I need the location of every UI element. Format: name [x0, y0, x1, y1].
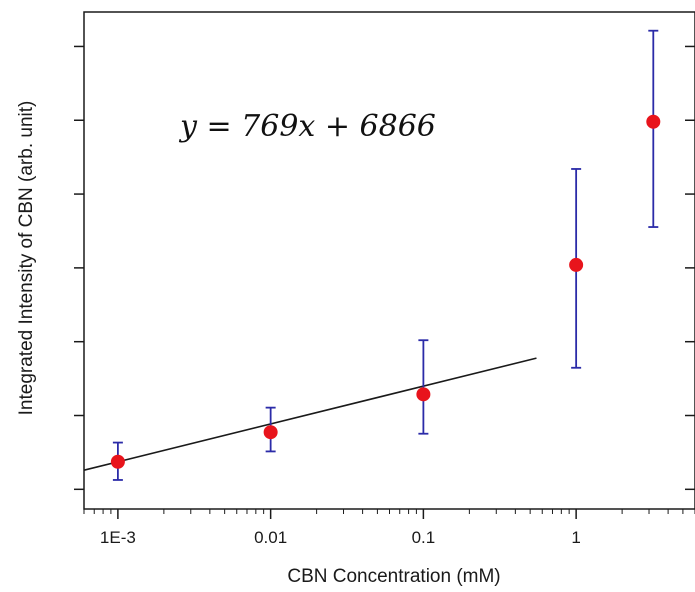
- plot-frame: [83, 11, 695, 510]
- data-point: [646, 114, 661, 129]
- y-axis-title: Integrated Intensity of CBN (arb. unit): [16, 101, 37, 416]
- x-tick-label: 1E-3: [100, 528, 136, 547]
- data-point: [110, 454, 125, 469]
- equation-annotation: y = 769x + 6866: [178, 109, 436, 144]
- x-axis-title: CBN Concentration (mM): [287, 566, 500, 587]
- fit-line: [83, 357, 537, 471]
- x-tick-label: 1: [571, 528, 580, 547]
- data-points-group: [110, 29, 661, 481]
- data-point: [569, 257, 584, 272]
- tick-group: 1E-3 0.01 0.1 1: [74, 45, 695, 547]
- fit-line-group: [83, 357, 537, 471]
- x-tick-label: 0.01: [254, 528, 287, 547]
- data-point: [263, 425, 278, 440]
- data-point: [416, 387, 431, 402]
- x-tick-label: 0.1: [412, 528, 436, 547]
